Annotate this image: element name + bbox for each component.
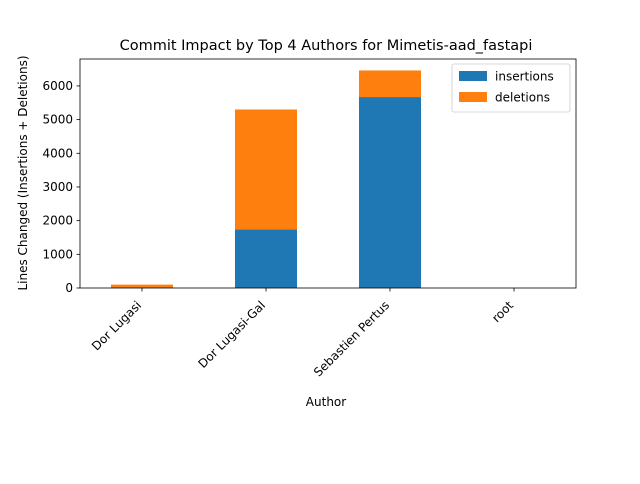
- chart-title: Commit Impact by Top 4 Authors for Mimet…: [120, 38, 533, 54]
- bar-deletions-sebastien-pertus: [359, 70, 421, 98]
- bar-insertions-sebastien-pertus: [359, 97, 421, 288]
- x-tick-label: Sebastien Pertus: [311, 298, 392, 379]
- y-tick-label: 1000: [42, 247, 73, 261]
- x-tick-label: root: [489, 298, 516, 325]
- x-tick-label: Dor Lugasi-Gal: [195, 298, 268, 371]
- legend-swatch-insertions: [459, 71, 487, 81]
- x-axis-label: Author: [306, 395, 346, 409]
- y-axis-label: Lines Changed (Insertions + Deletions): [16, 55, 30, 290]
- x-tick-label: Dor Lugasi: [89, 298, 144, 353]
- bar-deletions-dor-lugasi: [111, 284, 173, 288]
- y-tick-label: 5000: [42, 113, 73, 127]
- bar-insertions-dor-lugasi-gal: [235, 229, 297, 288]
- y-tick-label: 3000: [42, 180, 73, 194]
- y-tick-label: 0: [65, 281, 73, 295]
- y-tick-label: 2000: [42, 214, 73, 228]
- y-tick-label: 4000: [42, 146, 73, 160]
- legend-label-insertions: insertions: [495, 70, 554, 84]
- legend-label-deletions: deletions: [495, 91, 550, 105]
- y-tick-label: 6000: [42, 79, 73, 93]
- legend-swatch-deletions: [459, 92, 487, 102]
- plot-frame: [79, 58, 577, 289]
- legend: insertions deletions: [451, 63, 571, 113]
- bar-deletions-dor-lugasi-gal: [235, 109, 297, 230]
